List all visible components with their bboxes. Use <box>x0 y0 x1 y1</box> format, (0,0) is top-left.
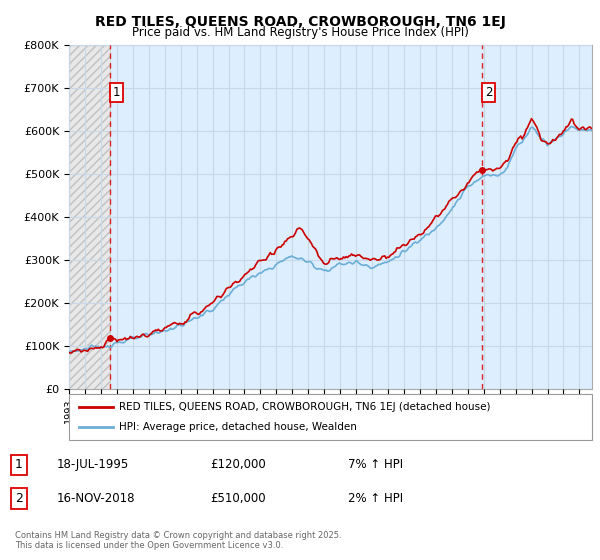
Text: £120,000: £120,000 <box>210 458 266 472</box>
Text: Contains HM Land Registry data © Crown copyright and database right 2025.
This d: Contains HM Land Registry data © Crown c… <box>15 530 341 550</box>
Text: 18-JUL-1995: 18-JUL-1995 <box>57 458 129 472</box>
Text: 1: 1 <box>15 458 23 472</box>
Text: RED TILES, QUEENS ROAD, CROWBOROUGH, TN6 1EJ (detached house): RED TILES, QUEENS ROAD, CROWBOROUGH, TN6… <box>119 402 490 412</box>
Text: 2: 2 <box>485 86 493 99</box>
Text: 2: 2 <box>15 492 23 505</box>
Text: 2% ↑ HPI: 2% ↑ HPI <box>348 492 403 505</box>
Text: 16-NOV-2018: 16-NOV-2018 <box>57 492 136 505</box>
Text: 1: 1 <box>113 86 121 99</box>
Text: Price paid vs. HM Land Registry's House Price Index (HPI): Price paid vs. HM Land Registry's House … <box>131 26 469 39</box>
FancyBboxPatch shape <box>69 394 592 440</box>
Text: 7% ↑ HPI: 7% ↑ HPI <box>348 458 403 472</box>
Text: RED TILES, QUEENS ROAD, CROWBOROUGH, TN6 1EJ: RED TILES, QUEENS ROAD, CROWBOROUGH, TN6… <box>95 15 505 29</box>
Text: £510,000: £510,000 <box>210 492 266 505</box>
Text: HPI: Average price, detached house, Wealden: HPI: Average price, detached house, Weal… <box>119 422 356 432</box>
